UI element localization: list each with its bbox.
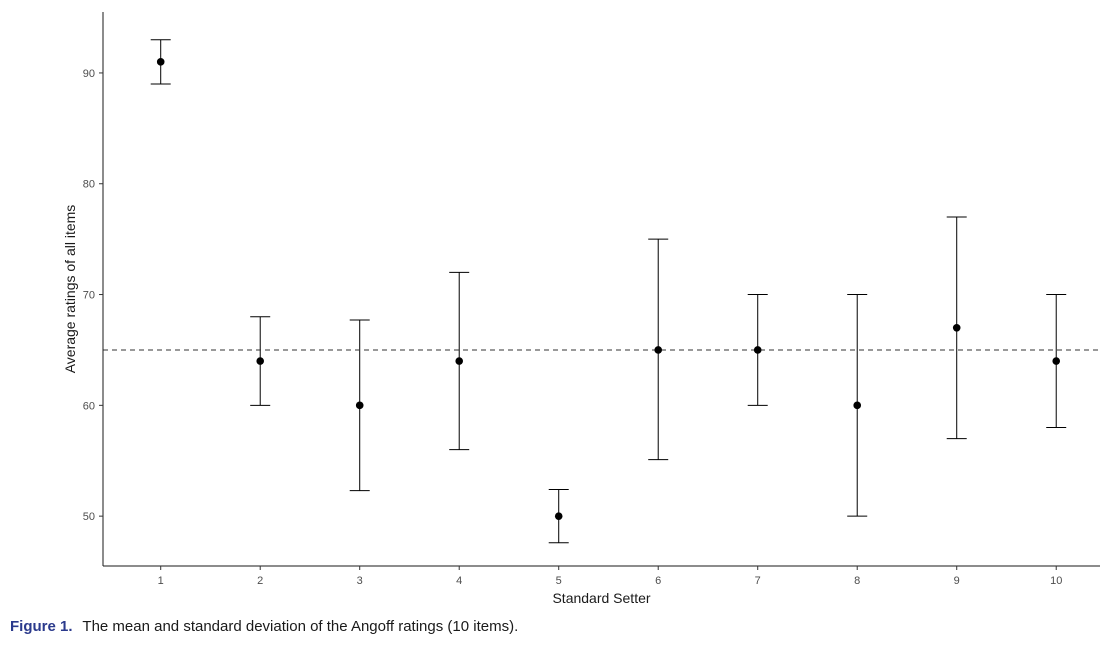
- mean-point: [1052, 357, 1061, 365]
- x-tick-label: 7: [755, 575, 761, 587]
- mean-point: [256, 357, 265, 365]
- x-tick-label: 5: [556, 575, 562, 587]
- caption-text: The mean and standard deviation of the A…: [82, 618, 519, 635]
- figure-caption: Figure 1. The mean and standard deviatio…: [10, 618, 518, 635]
- y-tick-label: 60: [83, 400, 95, 412]
- caption-label: Figure 1.: [10, 618, 73, 635]
- mean-point: [455, 357, 464, 365]
- x-tick-label: 10: [1050, 575, 1062, 587]
- x-tick-label: 6: [655, 575, 661, 587]
- y-tick-label: 70: [83, 290, 95, 302]
- mean-points: [156, 58, 1061, 520]
- mean-point: [654, 346, 663, 354]
- x-tick-label: 1: [158, 575, 164, 587]
- mean-point: [853, 401, 862, 410]
- chart: 1 2 3 4 5 6 7 8 9 10 50 60 70 80 90 Standard Setter A…: [62, 12, 1100, 606]
- y-axis-title: Average ratings of all items: [62, 205, 78, 374]
- x-tick-label: 8: [854, 575, 860, 587]
- mean-point: [753, 346, 762, 354]
- x-tick-label: 3: [357, 575, 363, 587]
- y-tick-label: 80: [83, 179, 95, 191]
- mean-point: [355, 401, 364, 410]
- x-axis-title: Standard Setter: [552, 590, 650, 606]
- error-bars: [150, 39, 1067, 544]
- mean-point: [952, 323, 961, 332]
- x-ticks: 1 2 3 4 5 6 7 8 9 10: [158, 566, 1062, 587]
- x-tick-label: 2: [257, 575, 263, 587]
- mean-point: [554, 512, 563, 520]
- x-tick-label: 9: [954, 575, 960, 587]
- y-tick-label: 90: [83, 68, 95, 80]
- y-tick-label: 50: [83, 511, 95, 523]
- x-tick-label: 4: [456, 575, 462, 587]
- y-ticks: 50 60 70 80 90: [83, 68, 103, 523]
- mean-point: [156, 58, 165, 66]
